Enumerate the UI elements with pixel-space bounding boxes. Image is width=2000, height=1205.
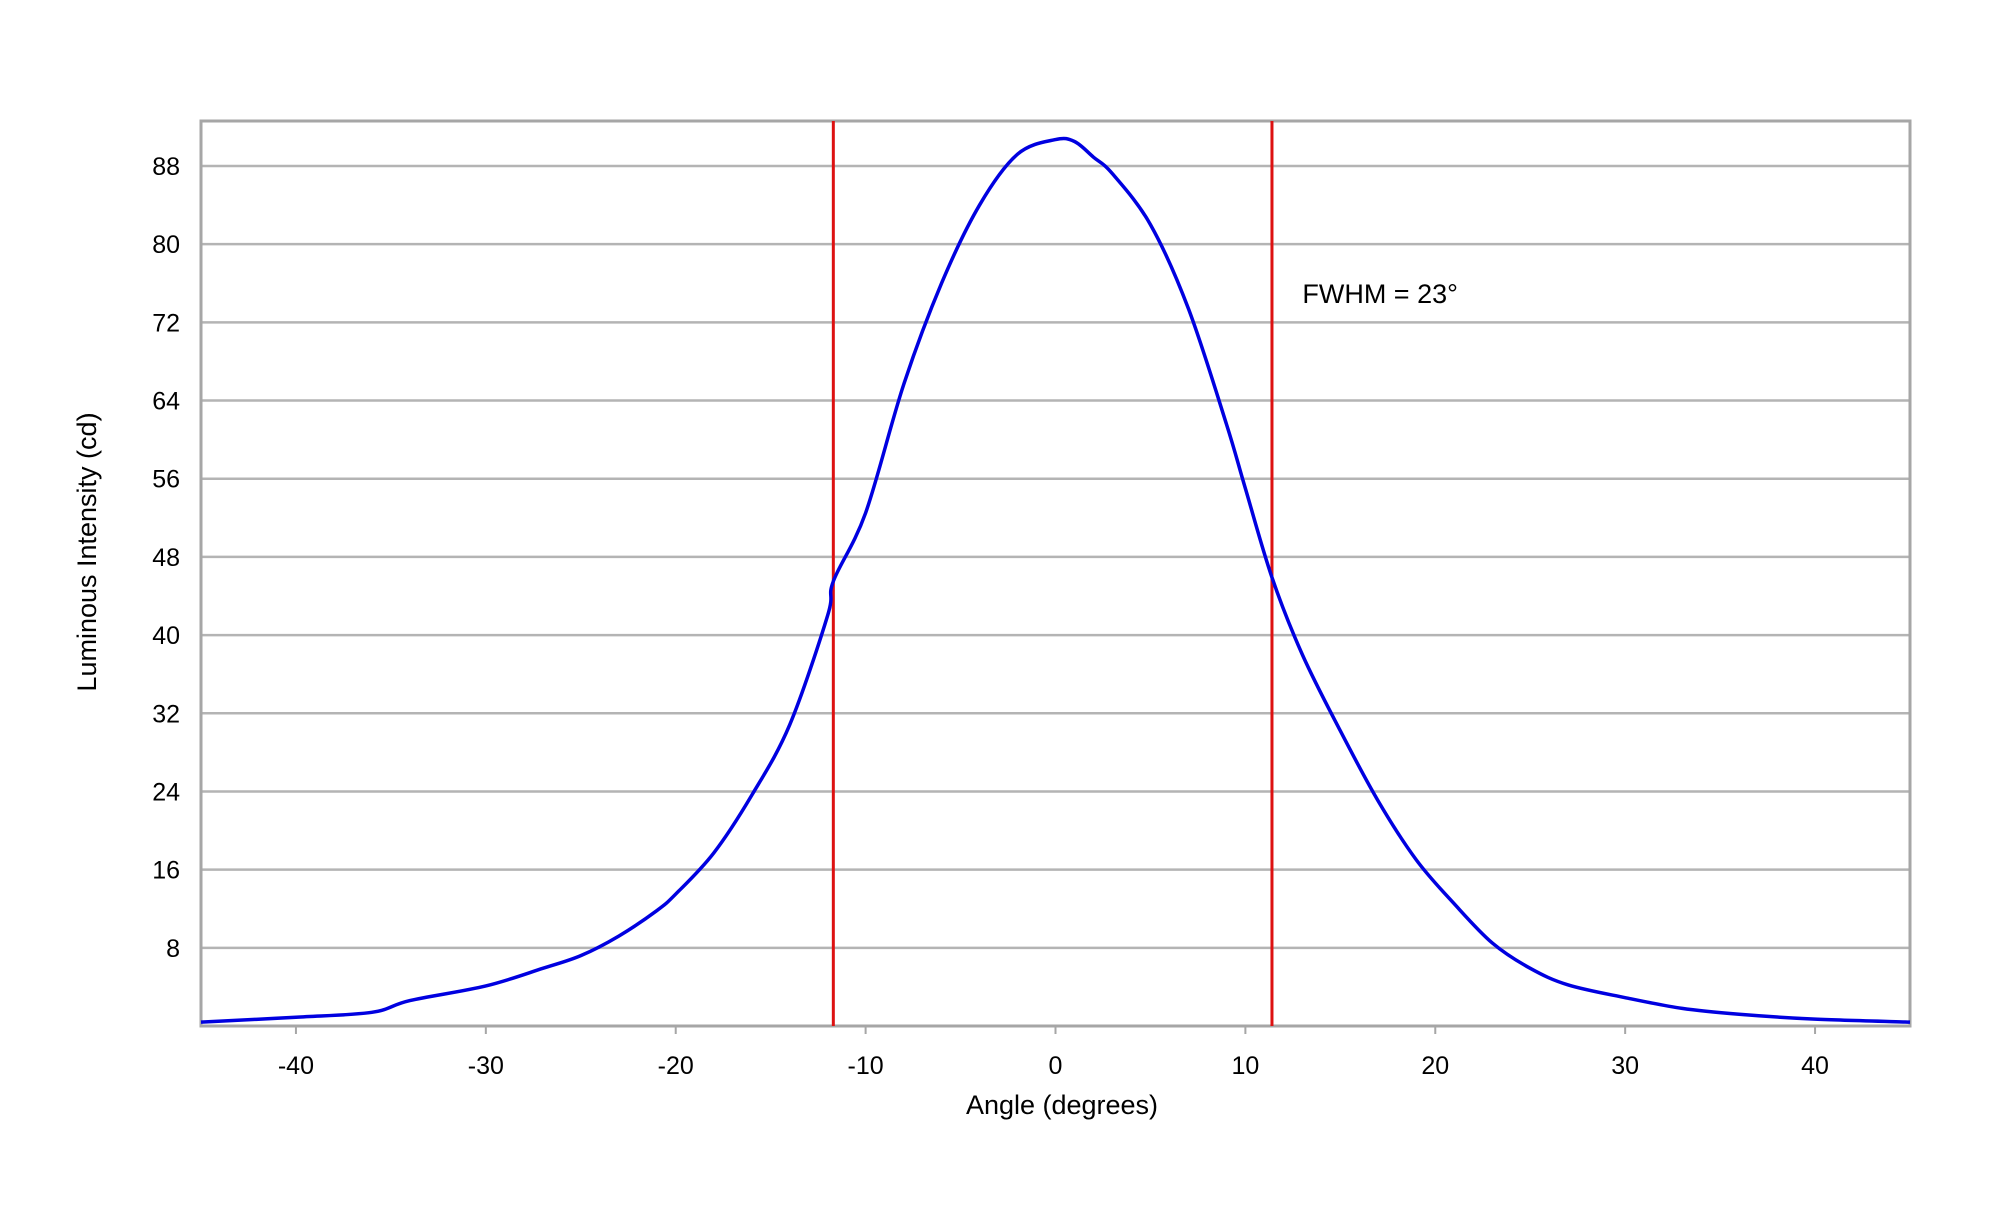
x-tick-label: 40 <box>1801 1052 1829 1080</box>
y-tick-label: 40 <box>152 622 180 650</box>
x-tick-label: 30 <box>1611 1052 1639 1080</box>
fwhm-markers <box>831 121 1274 1026</box>
fwhm-annotation: FWHM = 23° <box>1302 279 1458 309</box>
x-tick-label: 0 <box>1049 1052 1063 1080</box>
y-tick-label: 56 <box>152 466 180 494</box>
y-tick-label: 24 <box>152 778 180 806</box>
y-tick-label: 8 <box>166 935 180 963</box>
x-tick-label: -10 <box>848 1052 884 1080</box>
x-tick-labels: -40 -30 -20 -10 0 10 20 30 40 <box>278 1026 1829 1080</box>
y-tick-label: 32 <box>152 700 180 728</box>
y-axis-label: Luminous Intensity (cd) <box>72 412 102 691</box>
x-tick-label: -40 <box>278 1052 314 1080</box>
y-tick-label: 72 <box>152 309 180 337</box>
x-tick-label: 20 <box>1421 1052 1449 1080</box>
x-tick-label: -20 <box>658 1052 694 1080</box>
y-tick-label: 48 <box>152 544 180 572</box>
intensity-curve <box>200 136 1911 1024</box>
y-tick-label: 16 <box>152 857 180 885</box>
y-tick-labels: 8 16 24 32 40 48 56 64 72 80 88 <box>152 153 180 963</box>
y-tick-label: 64 <box>152 388 180 416</box>
x-tick-label: 10 <box>1231 1052 1259 1080</box>
plot-frame <box>199 119 1912 1028</box>
x-tick-label: -30 <box>468 1052 504 1080</box>
gridlines <box>201 164 1910 950</box>
x-axis-label: Angle (degrees) <box>966 1090 1158 1120</box>
y-tick-label: 88 <box>152 153 180 181</box>
y-tick-label: 80 <box>152 231 180 259</box>
